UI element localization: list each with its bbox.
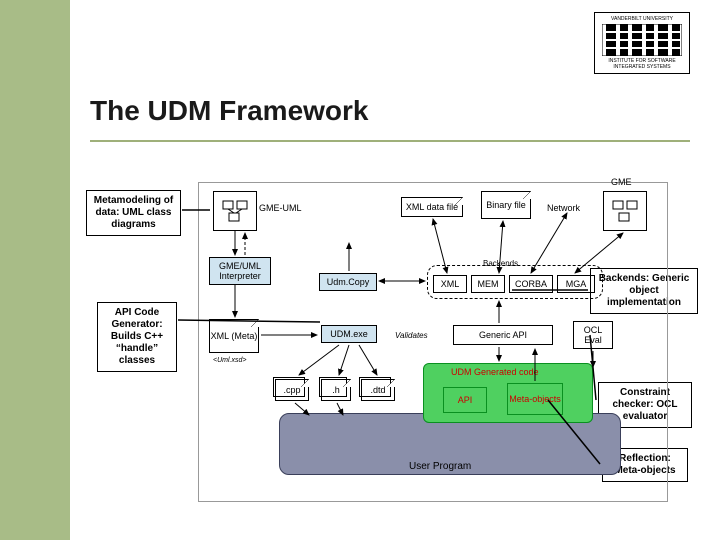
- binary-file-box: Binary file: [481, 191, 531, 219]
- meta-objects-box: Meta-objects: [507, 383, 563, 415]
- udm-generated-code-label: UDM Generated code: [451, 367, 539, 377]
- title-underline: [90, 140, 690, 142]
- backend-mga: MGA: [557, 275, 595, 293]
- udm-exe-box: UDM.exe: [321, 325, 377, 343]
- api-box-label: API: [458, 395, 473, 405]
- logo-top-label: VANDERBILT UNIVERSITY: [611, 16, 673, 22]
- page-title: The UDM Framework: [90, 95, 369, 127]
- backend-xml: XML: [433, 275, 467, 293]
- gme-uml-label: GME-UML: [259, 203, 302, 213]
- ocl-eval-box: OCL Eval: [573, 321, 613, 349]
- xml-meta-label: XML (Meta): [211, 331, 258, 341]
- callout-metamodeling: Metamodeling of data: UML class diagrams: [86, 190, 181, 236]
- validates-label: Validates: [395, 331, 428, 340]
- interpreter-box: GME/UML Interpreter: [209, 257, 271, 285]
- gme-uml-icon: [213, 191, 257, 231]
- institution-logo: VANDERBILT UNIVERSITY INSTITUTE FOR SOFT…: [594, 12, 690, 74]
- xml-data-file-box: XML data file: [401, 197, 463, 217]
- uml-xsd-label: <Uml.xsd>: [213, 357, 246, 364]
- dtd-file-box: .dtd: [361, 379, 395, 401]
- gme-right-label: GME: [611, 177, 632, 187]
- callout-api-codegen: API Code Generator: Builds C++ “handle” …: [97, 302, 177, 372]
- udm-copy-box: Udm.Copy: [319, 273, 377, 291]
- cpp-file-box: .cpp: [275, 379, 309, 401]
- user-program-label: User Program: [409, 461, 471, 472]
- backend-corba: CORBA: [509, 275, 553, 293]
- meta-objects-label: Meta-objects: [509, 394, 561, 404]
- backends-cluster-label: Backends: [483, 259, 518, 268]
- xml-meta-box: XML (Meta): [209, 319, 259, 353]
- api-box: API: [443, 387, 487, 413]
- backend-mem: MEM: [471, 275, 505, 293]
- h-file-box: .h: [321, 379, 351, 401]
- accent-left-bar: [0, 0, 70, 540]
- network-label: Network: [547, 203, 580, 213]
- architecture-diagram: GME-UML XML data file Binary file Networ…: [198, 182, 668, 502]
- logo-bottom-label: INSTITUTE FOR SOFTWARE INTEGRATED SYSTEM…: [608, 58, 675, 70]
- gme-app-right: [603, 191, 647, 231]
- generic-api-box: Generic API: [453, 325, 553, 345]
